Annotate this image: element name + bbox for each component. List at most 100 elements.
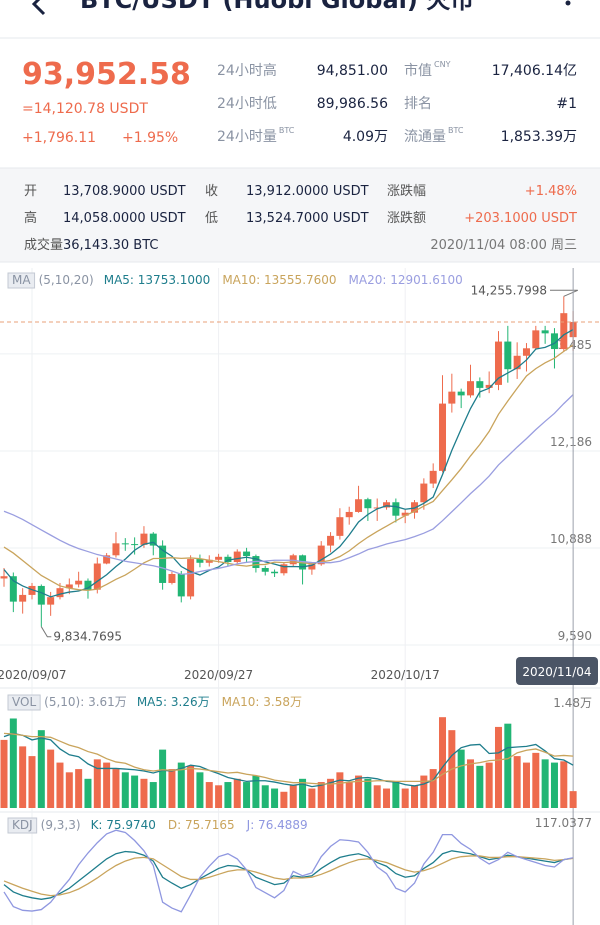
candle-body [308, 564, 316, 570]
volume-bar [476, 765, 484, 808]
stat-value: 17,406.14亿 [492, 63, 577, 79]
candle-body [149, 533, 157, 546]
info-value: 36,143.30 BTC [63, 238, 158, 253]
candle-body [345, 511, 353, 518]
candle-body [224, 556, 232, 563]
candle-body [383, 502, 391, 508]
volume-bar [224, 782, 232, 808]
indicator-line [3, 732, 574, 788]
candle-body [93, 563, 101, 590]
max-leader [550, 289, 578, 297]
change-pct: +1.95% [122, 130, 178, 146]
candle-body [532, 330, 540, 349]
volume-bar [373, 785, 381, 808]
stat-label: 排名 [404, 96, 432, 112]
volume-bar [308, 788, 316, 808]
volume-bar [457, 749, 465, 808]
stat-label: 24小时低 [217, 96, 277, 112]
volume-bar [121, 772, 129, 808]
volume-bar [550, 762, 558, 808]
candle-body [429, 470, 437, 484]
volume-bar [429, 769, 437, 808]
candle-body [364, 499, 372, 509]
candle-body [317, 545, 325, 565]
volume-bar [177, 762, 185, 808]
info-value: 14,058.0000 USDT [63, 211, 186, 226]
legend-item: K: 75.9740 [91, 818, 156, 832]
volume-bar [513, 756, 521, 808]
candle-body [261, 568, 269, 572]
info-label: 高 [24, 210, 37, 226]
candle-body [233, 551, 241, 563]
volume-bar [93, 759, 101, 808]
x-tick-label: 2020/10/17 [371, 668, 440, 682]
stat-value: 89,986.56 [317, 96, 388, 112]
candle-body [392, 502, 400, 516]
candle-body [9, 576, 17, 602]
candle-body [485, 384, 493, 388]
candle-body [541, 330, 549, 334]
y-tick-label: 117.0377 [535, 816, 592, 830]
candle-body [84, 580, 92, 590]
candle-body [476, 381, 484, 388]
y-tick-label: 12,186 [550, 435, 592, 449]
x-tick-label: 2020/09/27 [184, 668, 253, 682]
legend-params: (5,10): 3.61万 [44, 695, 127, 709]
candle-body [168, 573, 176, 583]
volume-bar [65, 772, 73, 808]
volume-bar [485, 762, 493, 808]
stat-label: 市值 [404, 62, 432, 79]
volume-bar [560, 761, 568, 808]
candle-body [112, 543, 120, 556]
legend-badge [7, 694, 41, 711]
volume-bar [75, 769, 83, 808]
volume-bar [131, 775, 139, 808]
candle-body [327, 535, 335, 546]
legend-badge-text: KDJ [12, 818, 33, 832]
volume-bar [411, 785, 419, 808]
info-label: 低 [205, 211, 218, 226]
candle-body [355, 499, 363, 512]
crosshair-date: 2020/11/04 [522, 665, 591, 679]
candle-body [75, 580, 83, 585]
candle-body [131, 544, 139, 546]
x-tick-label: 2020/09/07 [0, 668, 67, 682]
indicator-line [3, 850, 574, 900]
info-value: +203.1000 USDT [464, 211, 577, 226]
candle-body [439, 403, 447, 471]
volume-bar [289, 785, 297, 808]
candle-body [65, 584, 73, 589]
volume-bar [271, 788, 279, 808]
volume-bar [261, 785, 269, 808]
volume-bar [364, 778, 372, 808]
legend-badge [7, 817, 38, 834]
volume-bar [401, 788, 409, 808]
candle-body [140, 533, 148, 545]
volume-bar [233, 778, 241, 808]
info-label: 收 [205, 184, 218, 199]
candle-body [280, 564, 288, 574]
candle-body [37, 585, 45, 605]
volume-bar [532, 752, 540, 808]
stat-value: 94,851.00 [317, 63, 388, 79]
top-bar [0, 0, 600, 38]
candle-body [28, 585, 36, 595]
volume-bar [187, 765, 195, 808]
info-value: 13,524.7000 USDT [246, 211, 369, 226]
candle-body [103, 555, 111, 564]
back-button[interactable] [31, 0, 46, 16]
legend-badge-text: VOL [12, 695, 36, 709]
menu-button[interactable] [565, 0, 571, 6]
candle-body [401, 512, 409, 516]
stat-label: 流通量 [404, 129, 446, 145]
indicator-line [3, 394, 574, 576]
candle-body [457, 391, 465, 396]
crosshair-box [516, 657, 598, 685]
volume-bar [504, 723, 512, 808]
volume-bar [19, 746, 27, 808]
info-label: 开 [24, 184, 37, 199]
candle-body [56, 588, 64, 598]
stat-label: 24小时量 [217, 129, 277, 145]
